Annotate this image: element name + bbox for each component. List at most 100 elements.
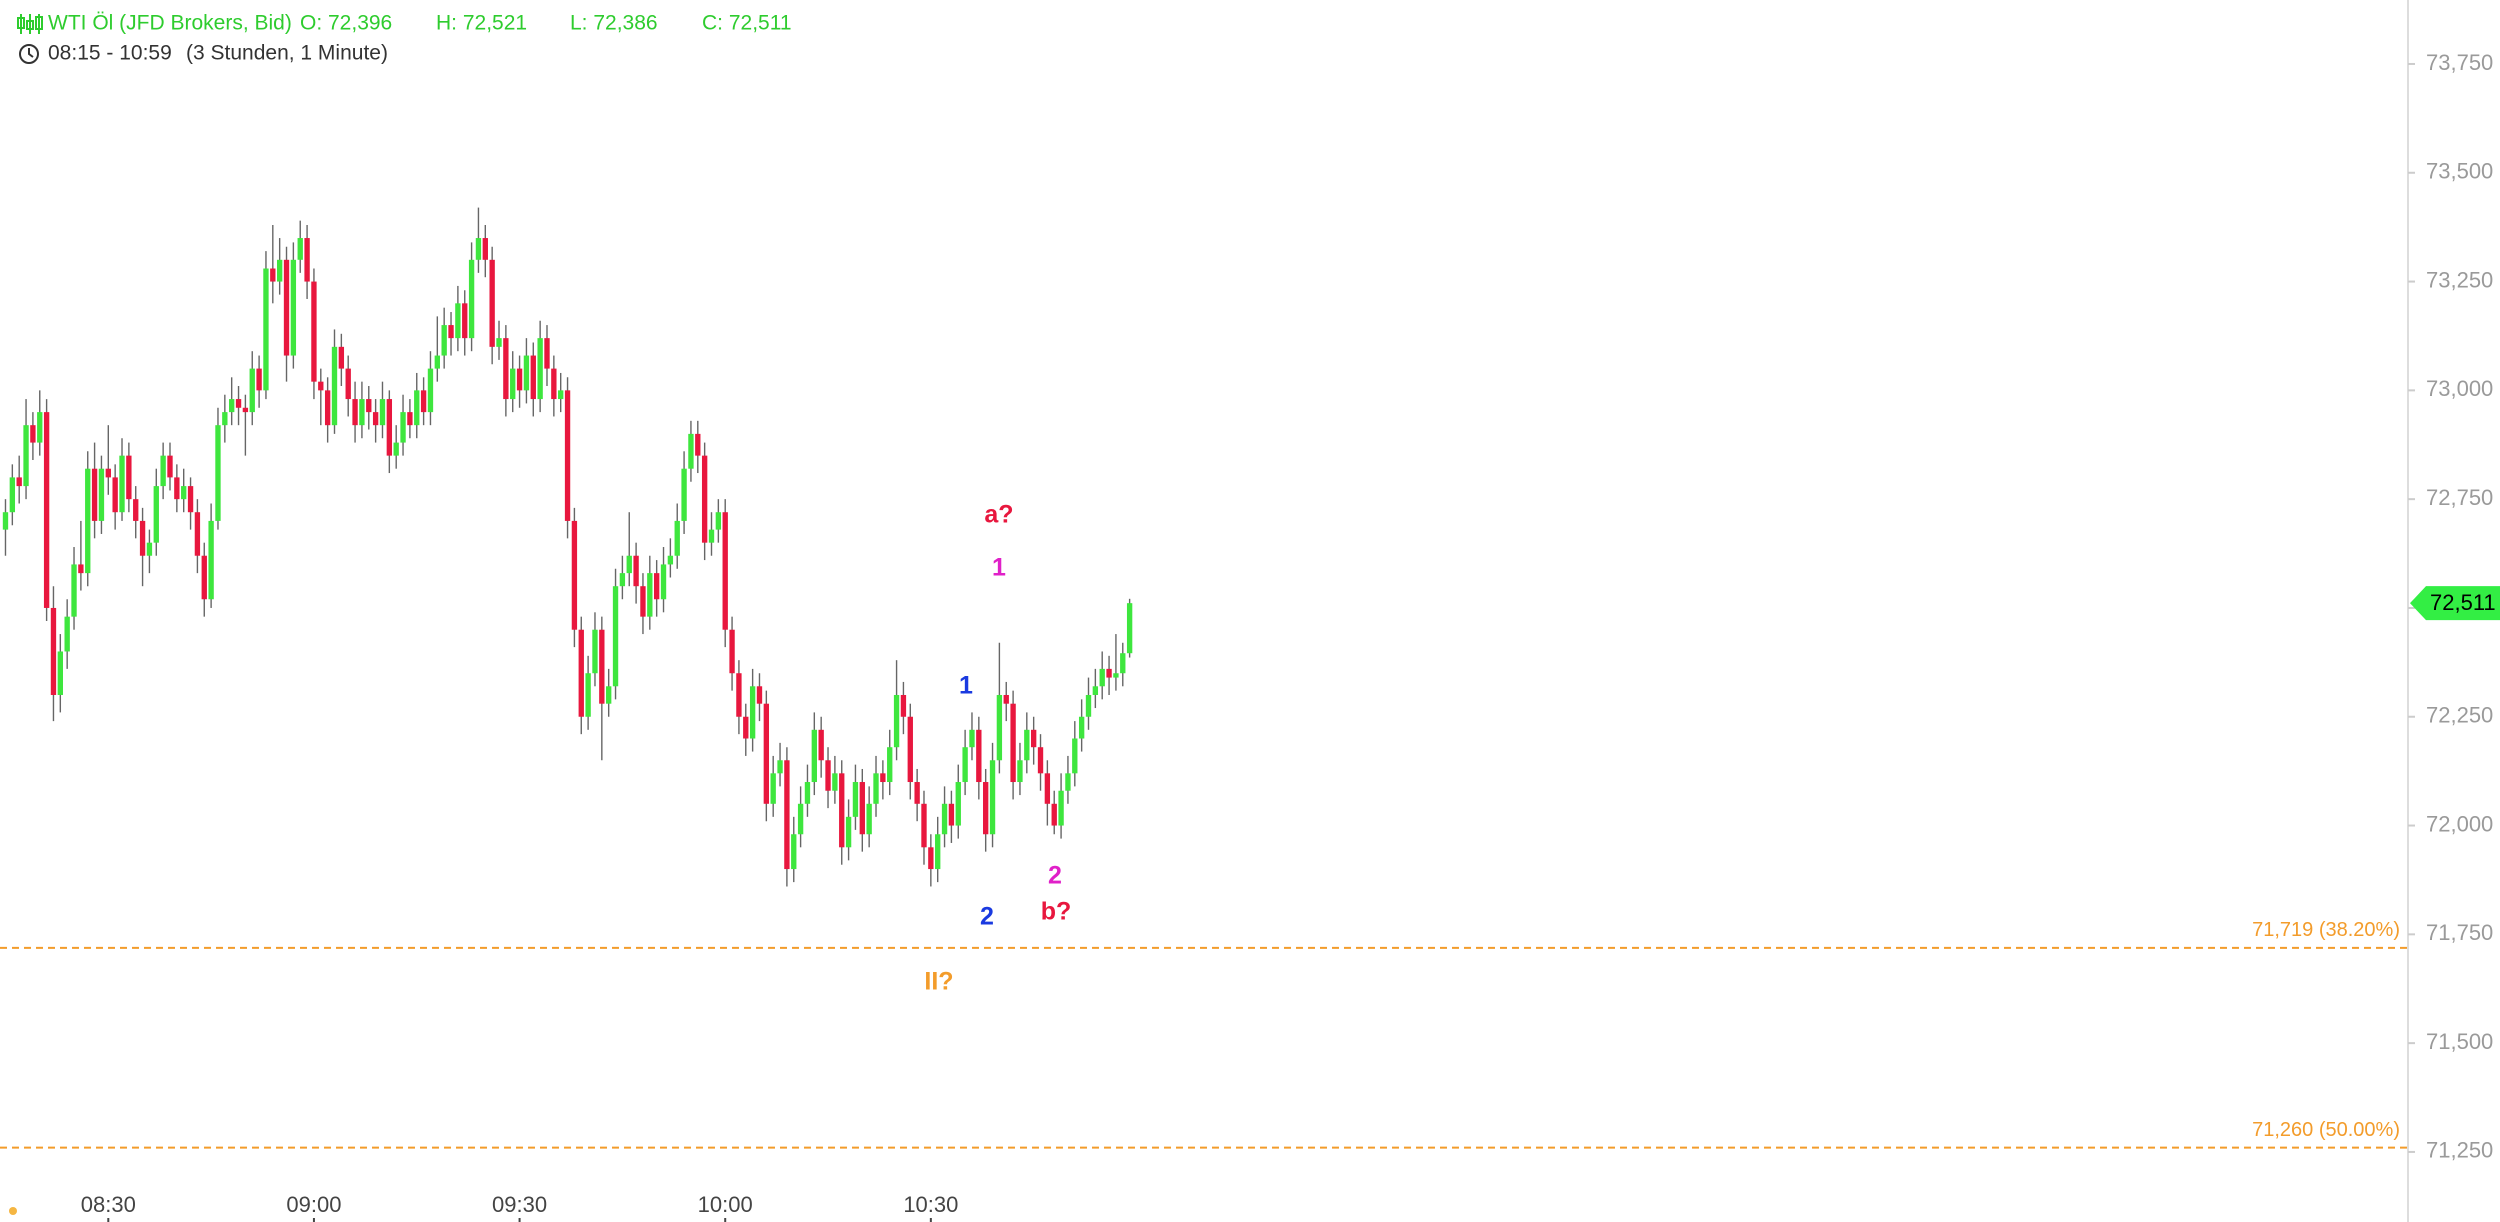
candle-body — [187, 486, 194, 513]
time-range: 08:15 - 10:59 — [48, 42, 172, 65]
candle-body — [1072, 738, 1078, 774]
candle-body — [989, 760, 996, 835]
candle-body — [78, 564, 84, 574]
candle-body — [907, 716, 913, 783]
candle-body — [297, 238, 303, 260]
candle-body — [1120, 653, 1126, 674]
candle-body — [688, 433, 694, 469]
candle-body — [797, 803, 804, 835]
candle-body — [647, 573, 653, 617]
ohlc-close: C: 72,511 — [702, 12, 792, 35]
candle-body — [1126, 603, 1133, 654]
candle-body — [537, 338, 543, 400]
candle-body — [489, 259, 495, 347]
candle-body — [235, 399, 242, 408]
candle-body — [948, 803, 955, 826]
candle-body — [695, 433, 701, 456]
y-tick-label: 73,500 — [2426, 159, 2493, 184]
y-tick-label: 73,750 — [2426, 50, 2493, 75]
candle-body — [133, 499, 139, 521]
candle-body — [352, 399, 358, 426]
candle-body — [16, 477, 22, 487]
candle-body — [468, 259, 475, 339]
wave-label: 2 — [1048, 862, 1062, 890]
y-tick-label: 71,250 — [2426, 1138, 2493, 1163]
candle-body — [263, 268, 269, 391]
candle-body — [30, 425, 36, 443]
candle-body — [64, 616, 70, 652]
candle-body — [290, 259, 297, 356]
x-tick-label: 10:00 — [698, 1192, 753, 1217]
candle-body — [612, 586, 619, 687]
candle-body — [359, 399, 365, 426]
candle-body — [222, 412, 228, 426]
candle-body — [770, 773, 776, 804]
candle-body — [1085, 694, 1092, 717]
candle-body — [201, 555, 207, 600]
candle-body — [777, 760, 783, 774]
candle-body — [455, 303, 461, 339]
candle-body — [139, 520, 146, 556]
candle-body — [756, 686, 763, 704]
candle-body — [420, 390, 427, 413]
candle-body — [578, 629, 584, 717]
candle-body — [715, 512, 722, 530]
last-price-label: 72,511 — [2430, 590, 2496, 615]
candle-body — [462, 303, 468, 339]
candle-body — [839, 773, 845, 848]
candle-body — [43, 412, 50, 608]
candle-body — [23, 425, 29, 487]
candle-body — [1030, 729, 1037, 748]
candle-body — [119, 455, 125, 513]
candle-body — [955, 782, 961, 826]
candle-body — [852, 782, 859, 817]
candle-body — [653, 573, 660, 600]
candle-body — [475, 238, 482, 260]
candle-body — [660, 564, 667, 600]
candle-body — [914, 782, 920, 804]
candle-body — [50, 607, 57, 695]
candle-body — [818, 729, 824, 761]
candle-body — [729, 629, 735, 674]
candle-body — [9, 477, 16, 513]
x-tick-label: 09:00 — [286, 1192, 341, 1217]
time-duration: (3 Stunden, 1 Minute) — [186, 42, 388, 65]
ohlc-open: O: 72,396 — [300, 12, 392, 35]
candle-body — [393, 442, 399, 456]
candle-body — [585, 673, 591, 717]
x-tick-label: 09:30 — [492, 1192, 547, 1217]
candle-body — [935, 834, 941, 870]
candle-body — [194, 512, 201, 556]
candle-body — [1010, 703, 1016, 783]
candle-body — [606, 686, 612, 704]
y-tick-label: 71,750 — [2426, 920, 2493, 945]
candle-body — [558, 390, 564, 400]
candle-body — [496, 338, 502, 347]
candle-body — [318, 381, 324, 391]
candle-body — [921, 803, 927, 848]
candle-body — [784, 760, 790, 870]
candle-body — [345, 368, 351, 400]
y-tick-label: 72,000 — [2426, 811, 2493, 836]
candle-body — [1051, 803, 1057, 826]
candle-body — [674, 520, 680, 556]
candle-body — [701, 455, 708, 543]
candle-body — [379, 399, 386, 426]
candle-body — [880, 773, 886, 783]
candle-body — [181, 486, 187, 500]
candle-body — [1037, 747, 1044, 774]
candle-body — [859, 782, 865, 835]
candle-body — [523, 355, 530, 391]
candle-body — [71, 564, 77, 617]
candle-body — [825, 760, 831, 791]
candle-body — [366, 399, 372, 413]
candle-body — [893, 694, 900, 748]
candle-body — [270, 268, 276, 282]
candle-body — [1024, 729, 1030, 761]
candle-body — [1003, 694, 1009, 704]
candle-body — [85, 468, 91, 574]
candle-body — [304, 238, 310, 282]
candle-body — [551, 368, 557, 400]
candle-body — [256, 368, 262, 391]
